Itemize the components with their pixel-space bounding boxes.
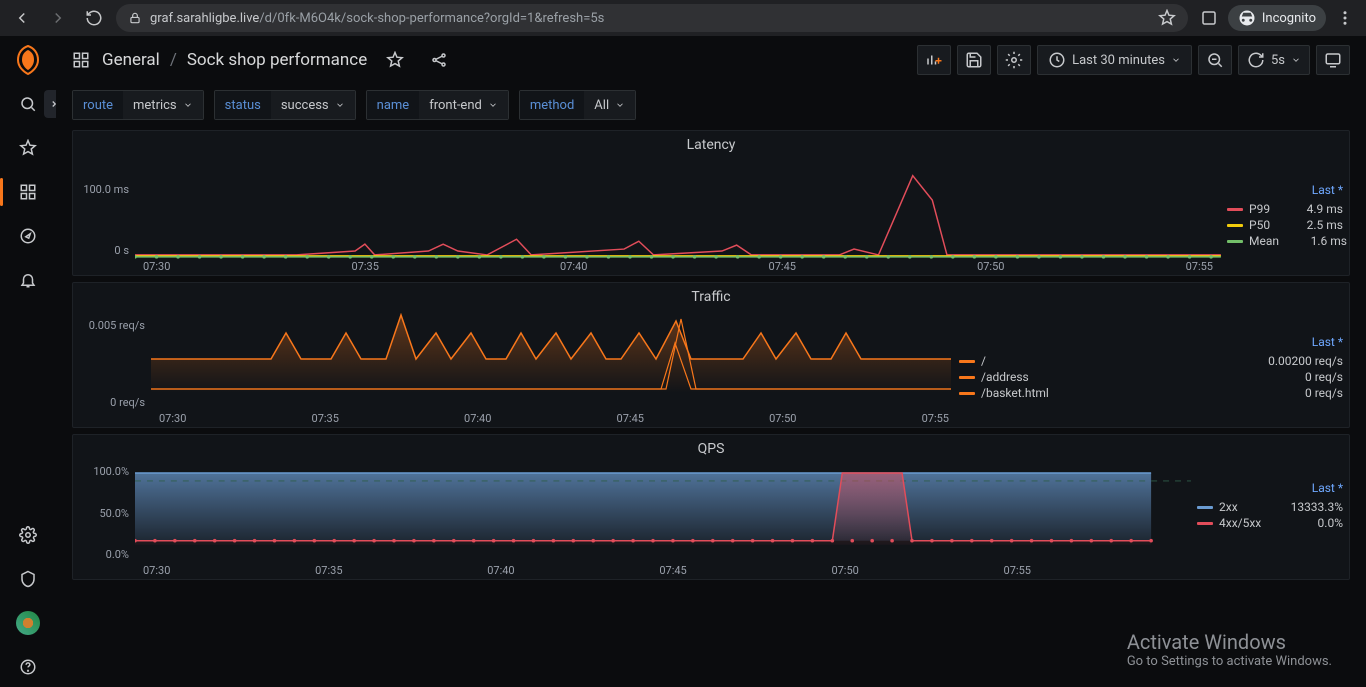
- admin-button[interactable]: [8, 559, 48, 599]
- panel-title: QPS: [73, 435, 1349, 459]
- x-axis: 07:3007:3507:4007:4507:5007:55: [143, 564, 1031, 577]
- legend: Last * /0.00200 req/s/address0 req/s/bas…: [953, 307, 1349, 427]
- legend-item[interactable]: /0.00200 req/s: [953, 353, 1349, 369]
- legend-item[interactable]: P994.9 ms: [1221, 201, 1349, 217]
- panel-traffic: Traffic 0.005 req/s 0 req/s: [72, 282, 1350, 428]
- breadcrumb-title[interactable]: Sock shop performance: [187, 50, 367, 70]
- zoom-out-button[interactable]: [1198, 45, 1232, 75]
- extensions-icon[interactable]: [1200, 9, 1218, 27]
- forward-button[interactable]: [44, 4, 72, 32]
- starred-button[interactable]: [8, 128, 48, 168]
- help-button[interactable]: [8, 647, 48, 687]
- panel-title: Latency: [73, 131, 1349, 155]
- legend-item[interactable]: 4xx/5xx0.0%: [1191, 515, 1349, 531]
- reload-button[interactable]: [80, 4, 108, 32]
- sidebar: [0, 36, 56, 687]
- refresh-button[interactable]: 5s: [1238, 45, 1310, 75]
- back-button[interactable]: [8, 4, 36, 32]
- profile-button[interactable]: [8, 603, 48, 643]
- add-panel-button[interactable]: [917, 45, 951, 75]
- time-range-picker[interactable]: Last 30 minutes: [1037, 45, 1192, 75]
- explore-button[interactable]: [8, 216, 48, 256]
- star-icon[interactable]: [1158, 9, 1176, 27]
- panel-title: Traffic: [73, 283, 1349, 307]
- var-method[interactable]: methodAll: [519, 90, 636, 120]
- search-button[interactable]: [8, 84, 48, 124]
- breadcrumb-separator: /: [170, 50, 177, 70]
- traffic-chart[interactable]: [151, 313, 951, 395]
- breadcrumb: General / Sock shop performance: [102, 50, 367, 70]
- var-name[interactable]: namefront-end: [366, 90, 509, 120]
- refresh-icon: [1247, 51, 1265, 69]
- url-text: graf.sarahligbe.live/d/0fk-M6O4k/sock-sh…: [150, 11, 1150, 26]
- legend: Last * 2xx13333.3%4xx/5xx0.0%: [1191, 459, 1349, 579]
- panel-qps: QPS 100.0% 50.0% 0.0%: [72, 434, 1350, 580]
- legend-item[interactable]: Mean1.6 ms: [1221, 233, 1349, 249]
- kiosk-button[interactable]: [1316, 45, 1350, 75]
- legend-item[interactable]: 2xx13333.3%: [1191, 499, 1349, 515]
- dashboards-button[interactable]: [8, 172, 48, 212]
- dashboard-settings-button[interactable]: [997, 45, 1031, 75]
- dashboard-toolbar: General / Sock shop performance Last 30 …: [72, 36, 1350, 84]
- share-dashboard-button[interactable]: [423, 45, 455, 75]
- panel-latency: Latency 100.0 ms 0 s: [72, 130, 1350, 276]
- legend-header[interactable]: Last *: [953, 335, 1349, 349]
- var-status[interactable]: statussuccess: [214, 90, 356, 120]
- var-route[interactable]: routemetrics: [72, 90, 204, 120]
- y-axis: 100.0% 50.0% 0.0%: [73, 459, 129, 561]
- incognito-indicator[interactable]: Incognito: [1228, 5, 1326, 31]
- dashboards-icon: [72, 51, 90, 69]
- clock-icon: [1048, 51, 1066, 69]
- address-bar[interactable]: graf.sarahligbe.live/d/0fk-M6O4k/sock-sh…: [116, 4, 1188, 32]
- legend-item[interactable]: /address0 req/s: [953, 369, 1349, 385]
- variable-row: routemetrics statussuccess namefront-end…: [72, 84, 1350, 130]
- config-button[interactable]: [8, 515, 48, 555]
- browser-toolbar: graf.sarahligbe.live/d/0fk-M6O4k/sock-sh…: [0, 0, 1366, 36]
- legend-item[interactable]: P502.5 ms: [1221, 217, 1349, 233]
- lock-icon: [128, 11, 142, 25]
- latency-chart[interactable]: [135, 161, 1221, 259]
- legend-item[interactable]: /basket.html0 req/s: [953, 385, 1349, 401]
- save-dashboard-button[interactable]: [957, 45, 991, 75]
- activate-windows-watermark: Activate Windows Go to Settings to activ…: [1127, 630, 1332, 669]
- star-dashboard-button[interactable]: [379, 45, 411, 75]
- legend-header[interactable]: Last *: [1221, 183, 1349, 197]
- chevron-down-icon: [1171, 55, 1181, 65]
- y-axis: 0.005 req/s 0 req/s: [73, 307, 145, 409]
- x-axis: 07:3007:3507:4007:4507:5007:55: [159, 412, 949, 425]
- x-axis: 07:3007:3507:4007:4507:5007:55: [143, 260, 1213, 273]
- chrome-menu-icon[interactable]: [1336, 9, 1354, 27]
- legend: Last * P994.9 msP502.5 msMean1.6 ms: [1221, 155, 1349, 275]
- alerting-button[interactable]: [8, 260, 48, 300]
- grafana-logo[interactable]: [12, 44, 44, 76]
- breadcrumb-folder[interactable]: General: [102, 50, 160, 70]
- qps-chart[interactable]: [135, 465, 1191, 547]
- avatar: [16, 611, 40, 635]
- y-axis: 100.0 ms 0 s: [73, 155, 129, 257]
- chevron-down-icon: [1291, 55, 1301, 65]
- legend-header[interactable]: Last *: [1191, 481, 1349, 495]
